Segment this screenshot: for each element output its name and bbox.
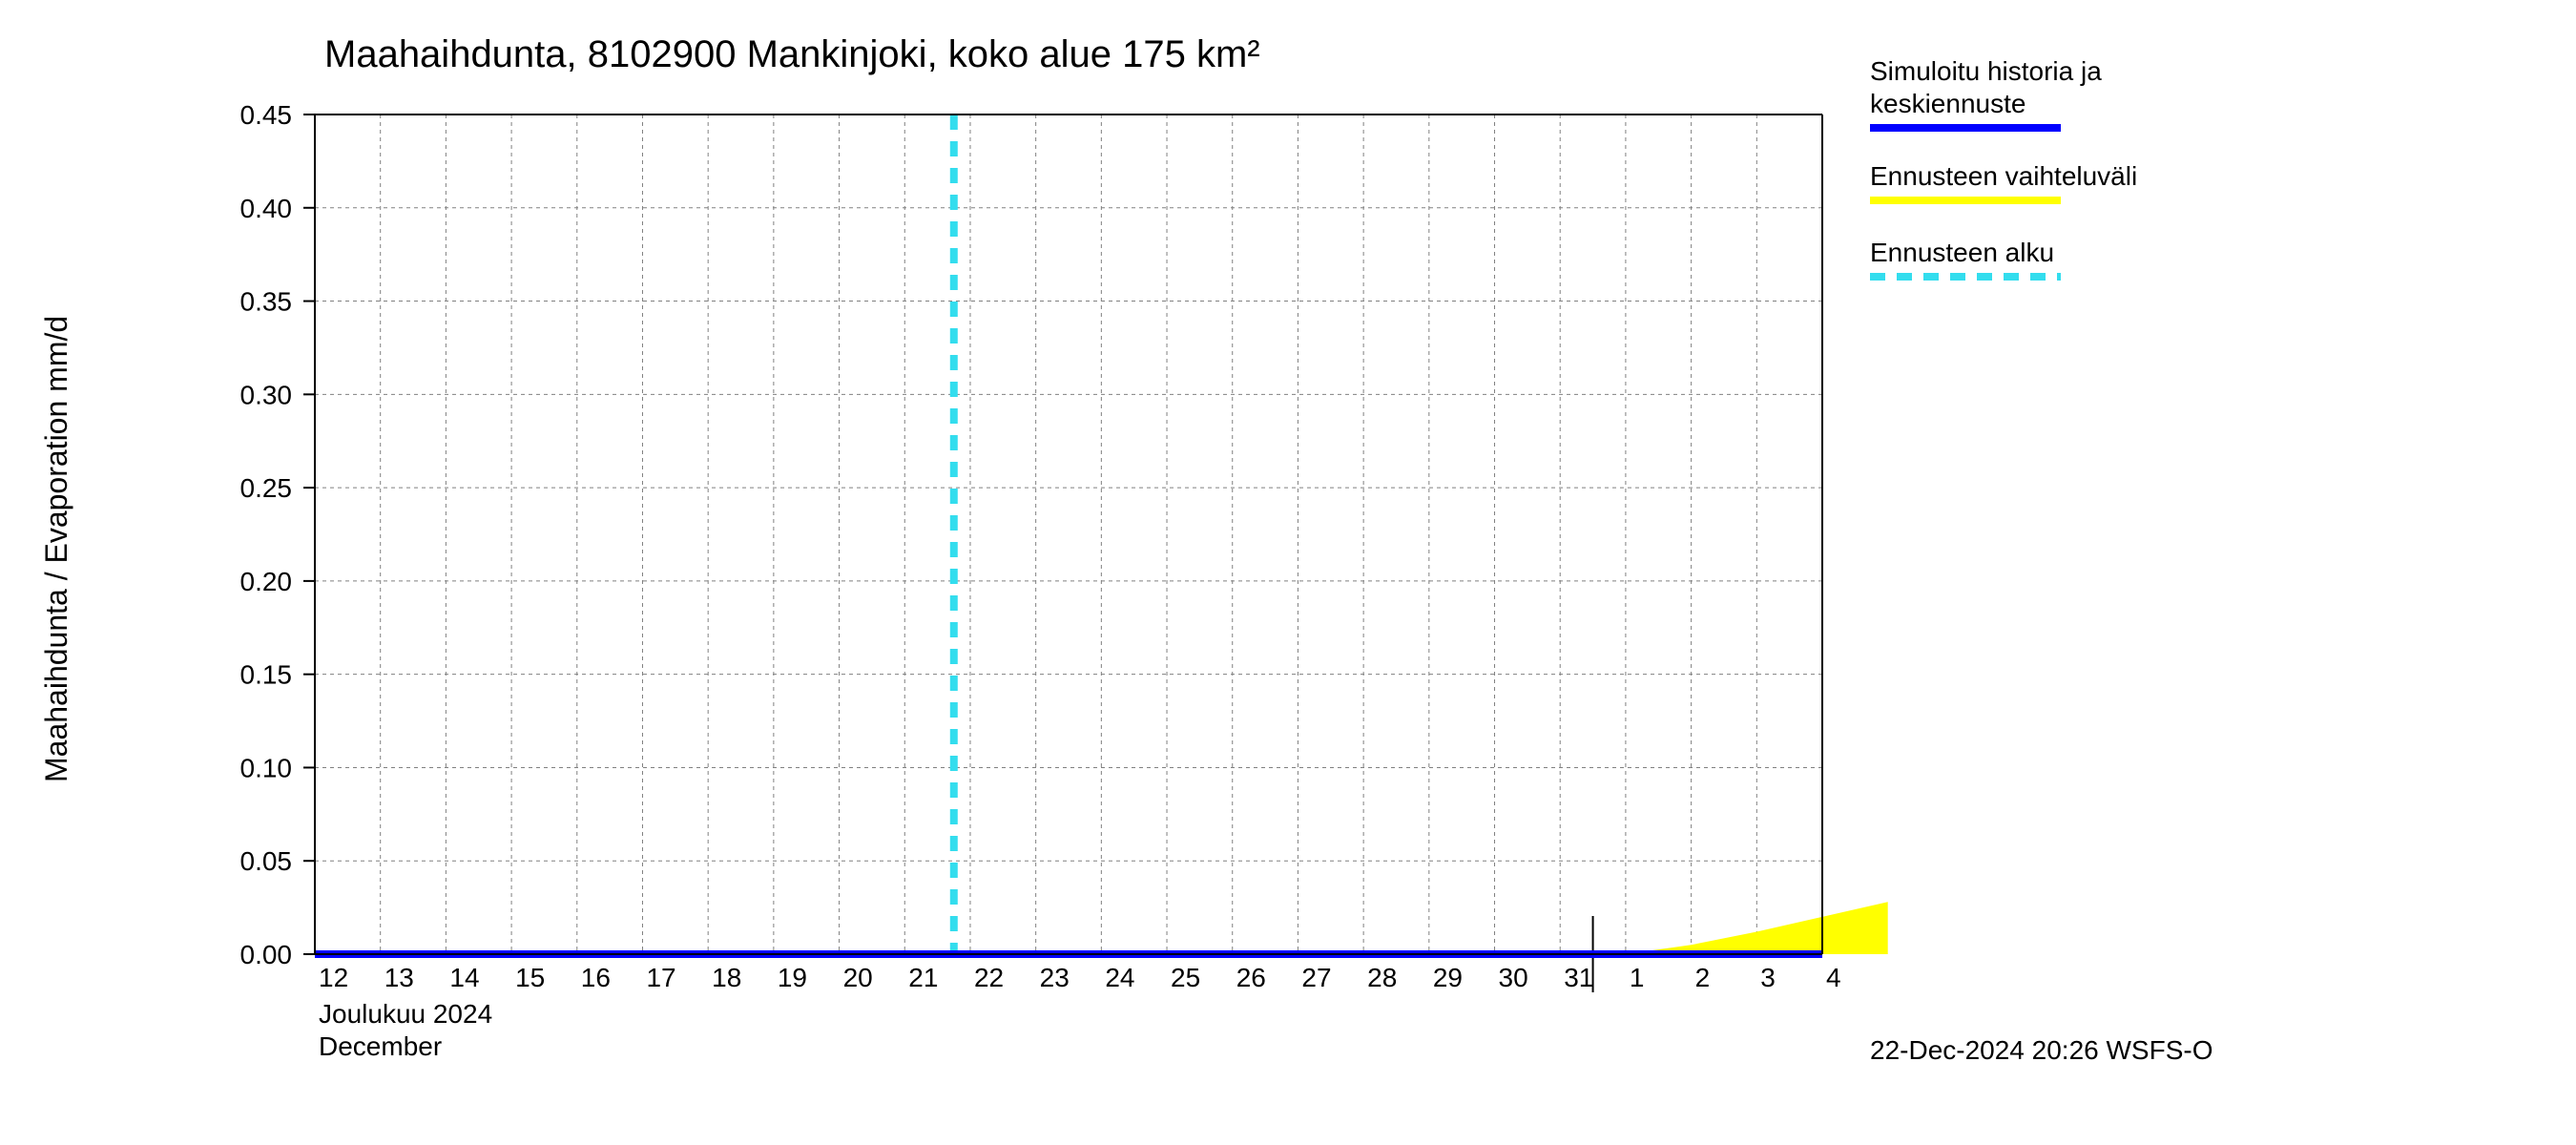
y-axis-label: Maahaihdunta / Evaporation mm/d	[39, 316, 73, 782]
x-tick-label: 21	[908, 963, 938, 992]
footer-timestamp: 22-Dec-2024 20:26 WSFS-O	[1870, 1035, 2213, 1065]
x-tick-label: 22	[974, 963, 1004, 992]
chart-container: 0.00 0.05 0.10 0.15 0.20 0.25 0.30 0.35 0.40 0.45…	[0, 0, 2576, 1145]
x-tick-label: 4	[1826, 963, 1841, 992]
y-tick-label: 0.05	[240, 846, 293, 876]
x-tick-label: 31	[1564, 963, 1593, 992]
y-tick-label: 0.25	[240, 473, 293, 503]
x-tick-label: 20	[843, 963, 873, 992]
x-tick-label: 12	[319, 963, 348, 992]
x-tick-label: 13	[384, 963, 414, 992]
legend-label: Ennusteen alku	[1870, 238, 2054, 267]
x-tick-label: 16	[581, 963, 611, 992]
legend-label: Simuloitu historia ja	[1870, 56, 2102, 86]
x-tick-label: 2	[1695, 963, 1711, 992]
x-tick-label: 27	[1301, 963, 1331, 992]
x-tick-label: 25	[1171, 963, 1200, 992]
x-month-label-1: Joulukuu 2024	[319, 999, 492, 1029]
y-tick-label: 0.30	[240, 380, 293, 409]
y-tick-label: 0.45	[240, 100, 293, 130]
y-tick-label: 0.00	[240, 940, 293, 969]
evaporation-chart: 0.00 0.05 0.10 0.15 0.20 0.25 0.30 0.35 0.40 0.45…	[0, 0, 2576, 1145]
y-tick-label: 0.20	[240, 567, 293, 596]
x-tick-label: 23	[1040, 963, 1070, 992]
x-tick-label: 26	[1236, 963, 1266, 992]
x-tick-label: 17	[646, 963, 675, 992]
x-tick-label: 19	[778, 963, 807, 992]
legend-label: Ennusteen vaihteluväli	[1870, 161, 2137, 191]
x-tick-label: 15	[515, 963, 545, 992]
chart-title: Maahaihdunta, 8102900 Mankinjoki, koko a…	[324, 33, 1260, 75]
x-tick-label: 28	[1367, 963, 1397, 992]
y-tick-label: 0.15	[240, 660, 293, 690]
y-tick-label: 0.10	[240, 753, 293, 782]
legend-label: keskiennuste	[1870, 89, 2025, 118]
y-tick-label: 0.35	[240, 287, 293, 317]
x-tick-label: 14	[449, 963, 479, 992]
x-tick-label: 29	[1433, 963, 1463, 992]
x-tick-label: 24	[1105, 963, 1134, 992]
x-tick-label: 30	[1499, 963, 1528, 992]
x-month-label-2: December	[319, 1031, 442, 1061]
x-tick-label: 3	[1760, 963, 1776, 992]
x-tick-label: 18	[712, 963, 741, 992]
x-tick-label: 1	[1630, 963, 1645, 992]
y-tick-label: 0.40	[240, 194, 293, 223]
